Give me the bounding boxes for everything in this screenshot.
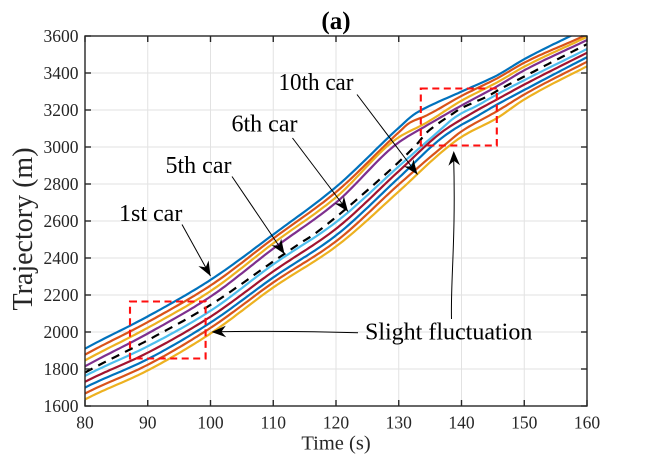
svg-text:120: 120 [323,413,350,433]
svg-text:10th car: 10th car [279,70,354,96]
svg-text:160: 160 [574,413,601,433]
svg-text:130: 130 [386,413,413,433]
svg-text:2600: 2600 [44,211,79,231]
svg-text:80: 80 [76,413,94,433]
svg-text:1600: 1600 [44,396,79,416]
svg-text:140: 140 [448,413,475,433]
svg-text:3600: 3600 [44,26,79,46]
svg-text:5th car: 5th car [166,153,232,179]
svg-text:2800: 2800 [44,174,79,194]
svg-text:2200: 2200 [44,285,79,305]
svg-text:2400: 2400 [44,248,79,268]
svg-text:110: 110 [260,413,286,433]
svg-text:2000: 2000 [44,322,79,342]
svg-text:Time (s): Time (s) [301,433,370,455]
svg-text:Slight fluctuation: Slight fluctuation [365,320,532,346]
svg-text:100: 100 [197,413,224,433]
svg-text:3200: 3200 [44,100,79,120]
svg-text:(a): (a) [321,8,350,35]
svg-text:1st car: 1st car [119,201,182,227]
svg-text:Trajectory (m): Trajectory (m) [8,147,39,310]
svg-text:3400: 3400 [44,63,79,83]
svg-text:6th car: 6th car [232,112,298,138]
svg-text:3000: 3000 [44,137,79,157]
svg-text:1800: 1800 [44,359,79,379]
svg-text:150: 150 [511,413,538,433]
svg-text:90: 90 [139,413,157,433]
